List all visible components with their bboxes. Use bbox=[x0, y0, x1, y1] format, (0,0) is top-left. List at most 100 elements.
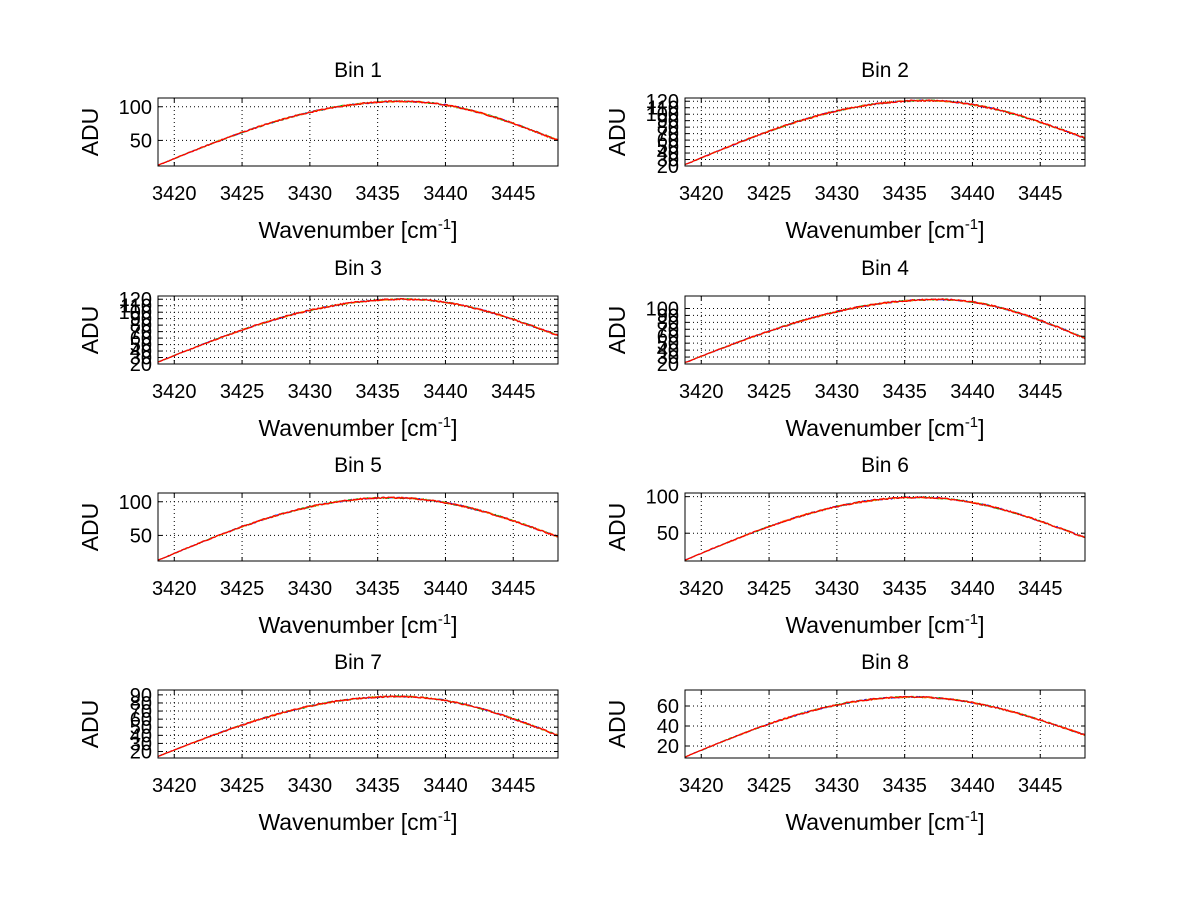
x-tick-label: 3435 bbox=[355, 381, 400, 403]
panel-title: Bin 2 bbox=[861, 59, 909, 82]
y-tick-label: 110 bbox=[120, 296, 152, 318]
spectrum-line bbox=[684, 99, 1086, 166]
x-tick-label: 3440 bbox=[423, 381, 468, 403]
x-tick-label: 3425 bbox=[220, 578, 265, 600]
x-axis-label-bracket: ] bbox=[978, 415, 984, 441]
x-tick-label: 3445 bbox=[1018, 578, 1063, 600]
x-axis-label-text: Wavenumber [cm bbox=[785, 217, 964, 243]
spectrum-line bbox=[684, 99, 1086, 166]
x-axis-label-text: Wavenumber [cm bbox=[785, 612, 964, 638]
x-tick-label: 3425 bbox=[220, 775, 265, 797]
x-tick-label: 3435 bbox=[882, 775, 927, 797]
x-tick-label: 3425 bbox=[747, 578, 792, 600]
y-tick-label: 100 bbox=[119, 492, 152, 514]
axes-box bbox=[684, 492, 1086, 562]
x-tick-label: 3445 bbox=[1018, 183, 1063, 205]
spectrum-line bbox=[157, 100, 559, 166]
panel-bin-2: Bin 2 3420 3425 3430 3435 3440 3445 20304050607… bbox=[604, 59, 1086, 243]
x-tick-label: 3425 bbox=[220, 183, 265, 205]
x-axis-label: Wavenumber [cm-1] bbox=[785, 611, 984, 638]
x-axis-label-superscript: -1 bbox=[965, 216, 978, 233]
y-tick-label: 90 bbox=[657, 305, 679, 327]
spectrum-line bbox=[684, 99, 1086, 166]
panel-bin-1: Bin 1 3420 3425 3430 3435 3440 3445 50 100 Wavenu… bbox=[77, 59, 559, 243]
x-axis-label: Wavenumber [cm-1] bbox=[258, 414, 457, 441]
y-axis-label: ADU bbox=[77, 306, 103, 355]
x-axis-label: Wavenumber [cm-1] bbox=[785, 414, 984, 441]
y-tick-label: 90 bbox=[657, 111, 679, 133]
y-tick-label: 80 bbox=[130, 693, 152, 715]
y-tick-label: 100 bbox=[646, 104, 679, 126]
x-tick-label: 3430 bbox=[815, 183, 860, 205]
axes-box bbox=[157, 689, 559, 759]
y-tick-label: 70 bbox=[130, 322, 152, 344]
panel-bin-6: Bin 6 3420 3425 3430 3435 3440 3445 50 100 Wavenu… bbox=[604, 454, 1086, 638]
x-axis-label-text: Wavenumber [cm bbox=[258, 809, 437, 835]
axes-box bbox=[684, 295, 1086, 365]
spectrum-line bbox=[157, 496, 559, 561]
x-tick-label: 3445 bbox=[1018, 381, 1063, 403]
y-tick-label: 100 bbox=[646, 298, 679, 320]
spectrum-line bbox=[684, 495, 1086, 561]
x-tick-label: 3435 bbox=[355, 775, 400, 797]
x-tick-label: 3440 bbox=[423, 775, 468, 797]
y-tick-label: 50 bbox=[657, 523, 679, 545]
panel-bin-3: Bin 3 3420 3425 3430 3435 3440 3445 20304050607… bbox=[77, 257, 559, 441]
spectrum-line bbox=[157, 496, 559, 561]
y-tick-label: 100 bbox=[646, 487, 679, 509]
y-tick-label: 120 bbox=[119, 289, 152, 311]
spectrum-line bbox=[157, 100, 559, 166]
x-tick-label: 3440 bbox=[423, 578, 468, 600]
y-tick-label: 50 bbox=[130, 717, 152, 739]
x-tick-label: 3445 bbox=[491, 183, 536, 205]
x-axis-label-bracket: ] bbox=[978, 612, 984, 638]
spectrum-line bbox=[684, 695, 1086, 758]
spectrum-line bbox=[157, 100, 559, 166]
spectrum-line bbox=[157, 695, 559, 758]
y-tick-label: 60 bbox=[130, 328, 152, 350]
x-tick-label: 3430 bbox=[288, 578, 333, 600]
y-axis-label: ADU bbox=[77, 700, 103, 749]
y-tick-label: 70 bbox=[657, 319, 679, 341]
x-tick-label: 3440 bbox=[950, 183, 995, 205]
x-tick-label: 3435 bbox=[882, 381, 927, 403]
x-tick-label: 3430 bbox=[288, 183, 333, 205]
x-tick-label: 3435 bbox=[882, 578, 927, 600]
x-axis-label-text: Wavenumber [cm bbox=[258, 612, 437, 638]
x-tick-label: 3420 bbox=[152, 775, 197, 797]
x-tick-label: 3420 bbox=[152, 578, 197, 600]
y-tick-label: 20 bbox=[130, 354, 152, 376]
x-axis-label-bracket: ] bbox=[451, 612, 457, 638]
spectrum-line bbox=[157, 496, 559, 561]
y-tick-label: 20 bbox=[657, 736, 679, 758]
x-tick-label: 3420 bbox=[152, 381, 197, 403]
y-tick-label: 80 bbox=[657, 117, 679, 139]
x-tick-label: 3445 bbox=[1018, 775, 1063, 797]
x-axis-label-bracket: ] bbox=[451, 415, 457, 441]
panel-bin-7: Bin 7 3420 3425 3430 3435 3440 3445 20304050607… bbox=[77, 651, 559, 835]
axes-box bbox=[684, 689, 1086, 759]
y-tick-label: 40 bbox=[130, 725, 152, 747]
y-tick-label: 80 bbox=[657, 312, 679, 334]
x-tick-label: 3420 bbox=[679, 578, 724, 600]
spectrum-line bbox=[157, 695, 559, 757]
x-tick-label: 3435 bbox=[882, 183, 927, 205]
x-axis-label: Wavenumber [cm-1] bbox=[785, 808, 984, 835]
x-tick-label: 3440 bbox=[950, 381, 995, 403]
axes-box bbox=[684, 97, 1086, 167]
x-axis-label: Wavenumber [cm-1] bbox=[258, 611, 457, 638]
y-tick-label: 40 bbox=[657, 143, 679, 165]
x-tick-label: 3445 bbox=[491, 381, 536, 403]
axes-box bbox=[157, 492, 559, 562]
spectrum-line bbox=[157, 695, 559, 757]
y-tick-label: 30 bbox=[657, 347, 679, 369]
panel-title: Bin 5 bbox=[334, 454, 382, 477]
y-axis-label: ADU bbox=[604, 700, 630, 749]
y-tick-label: 50 bbox=[130, 130, 152, 152]
spectrum-line bbox=[684, 695, 1086, 758]
y-tick-label: 20 bbox=[657, 354, 679, 376]
x-tick-label: 3425 bbox=[747, 775, 792, 797]
x-tick-label: 3435 bbox=[355, 578, 400, 600]
